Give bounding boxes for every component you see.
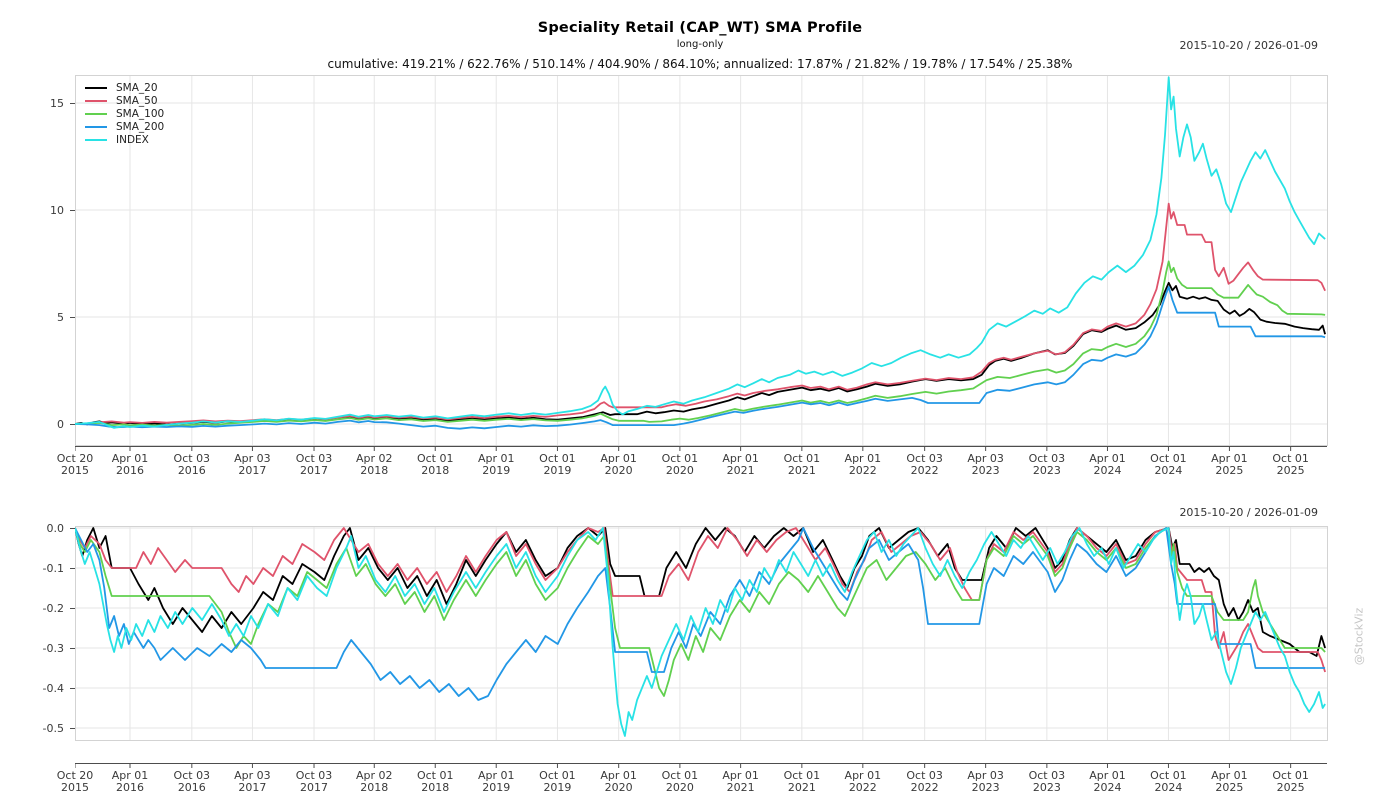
drawdown-chart — [75, 526, 1328, 741]
chart-legend: SMA_20 SMA_50 SMA_100 SMA_200 INDEX — [85, 81, 164, 146]
x-tick-label: Apr 01 2016 — [111, 452, 149, 477]
series-line-INDEX — [75, 76, 1326, 429]
x-tick-label: Oct 03 2023 — [1028, 769, 1066, 794]
legend-item-INDEX: INDEX — [85, 133, 164, 146]
x-tick-label: Apr 02 2018 — [356, 769, 393, 794]
x-tick-label: Oct 03 2022 — [906, 769, 943, 794]
x-tick-label: Oct 01 2020 — [661, 769, 699, 794]
x-tick-label: Oct 01 2021 — [783, 769, 821, 794]
y-tick-mark — [70, 648, 75, 649]
x-tick-label: Apr 01 2020 — [600, 452, 637, 477]
x-tick-label: Apr 01 2022 — [844, 769, 882, 794]
x-tick-label: Oct 01 2018 — [416, 769, 454, 794]
series-line-INDEX — [75, 527, 1326, 737]
legend-line-swatch — [85, 99, 107, 102]
x-tick-label: Apr 01 2021 — [722, 769, 759, 794]
y-tick-label: 10 — [50, 204, 64, 217]
y-tick-label: -0.3 — [42, 642, 64, 655]
legend-label: SMA_20 — [116, 81, 158, 94]
x-tick-label: Oct 01 2020 — [661, 452, 699, 477]
x-tick-label: Apr 01 2016 — [111, 769, 149, 794]
legend-line-swatch — [85, 125, 107, 128]
series-line-SMA_100 — [75, 260, 1326, 427]
y-tick-label: 0 — [57, 418, 64, 431]
legend-line-swatch — [85, 112, 107, 115]
performance-stats: cumulative: 419.21% / 622.76% / 510.14% … — [327, 57, 1073, 71]
y-tick-label: 15 — [50, 97, 64, 110]
page-title: Speciality Retail (CAP_WT) SMA Profile — [537, 20, 863, 36]
x-tick-label: Oct 03 2023 — [1028, 452, 1066, 477]
series-line-SMA_50 — [75, 527, 1326, 673]
x-tick-label: Oct 03 2016 — [173, 769, 211, 794]
y-tick-mark — [70, 688, 75, 689]
x-tick-label: Apr 03 2023 — [967, 452, 1004, 477]
date-range-top: 2015-10-20 / 2026-01-09 — [1179, 39, 1318, 52]
y-tick-mark — [70, 728, 75, 729]
legend-label: SMA_100 — [116, 107, 165, 120]
legend-label: INDEX — [116, 133, 149, 146]
legend-line-swatch — [85, 138, 107, 141]
x-tick-label: Apr 01 2024 — [1089, 452, 1126, 477]
y-tick-label: -0.1 — [42, 562, 64, 575]
x-tick-label: Oct 03 2016 — [173, 452, 211, 477]
y-tick-mark — [70, 528, 75, 529]
y-tick-label: -0.4 — [42, 682, 64, 695]
x-tick-label: Apr 01 2021 — [722, 452, 759, 477]
legend-item-SMA_200: SMA_200 — [85, 120, 164, 133]
stockviz-watermark: @StockViz — [1352, 607, 1366, 666]
y-tick-label: 5 — [57, 311, 64, 324]
x-tick-label: Oct 01 2021 — [783, 452, 821, 477]
legend-item-SMA_20: SMA_20 — [85, 81, 164, 94]
y-tick-label: 0.0 — [46, 522, 65, 535]
x-tick-label: Oct 03 2017 — [295, 452, 333, 477]
series-line-SMA_200 — [75, 286, 1326, 430]
x-tick-label: Apr 03 2017 — [234, 452, 271, 477]
legend-label: SMA_200 — [116, 120, 165, 133]
x-tick-label: Apr 01 2025 — [1211, 452, 1248, 477]
y-tick-mark — [70, 568, 75, 569]
date-range-bottom: 2015-10-20 / 2026-01-09 — [1179, 506, 1318, 519]
x-tick-label: Oct 01 2018 — [416, 452, 454, 477]
x-tick-label: Apr 01 2019 — [477, 769, 515, 794]
plot-border — [75, 526, 1328, 741]
y-tick-label: -0.2 — [42, 602, 64, 615]
cumulative-return-chart — [75, 75, 1328, 446]
legend-label: SMA_50 — [116, 94, 158, 107]
plot-border — [75, 75, 1328, 446]
y-tick-mark — [70, 210, 75, 211]
chart-subtitle: long-only — [676, 39, 724, 50]
x-tick-label: Apr 03 2017 — [234, 769, 271, 794]
y-tick-mark — [70, 317, 75, 318]
x-tick-label: Oct 20 2015 — [56, 769, 94, 794]
series-line-SMA_20 — [75, 527, 1326, 657]
cumulative-x-axis — [75, 446, 1327, 451]
y-tick-mark — [70, 608, 75, 609]
x-tick-label: Oct 01 2019 — [539, 452, 576, 477]
x-tick-label: Apr 01 2020 — [600, 769, 637, 794]
y-tick-label: -0.5 — [42, 722, 64, 735]
y-tick-mark — [70, 424, 75, 425]
x-tick-label: Oct 01 2024 — [1150, 452, 1187, 477]
x-tick-label: Oct 01 2019 — [539, 769, 576, 794]
x-tick-label: Apr 01 2022 — [844, 452, 882, 477]
x-tick-label: Oct 20 2015 — [56, 452, 94, 477]
legend-line-swatch — [85, 86, 107, 89]
x-tick-label: Apr 01 2024 — [1089, 769, 1126, 794]
x-tick-label: Apr 01 2019 — [477, 452, 515, 477]
legend-item-SMA_100: SMA_100 — [85, 107, 164, 120]
x-tick-label: Apr 01 2025 — [1211, 769, 1248, 794]
y-tick-mark — [70, 103, 75, 104]
x-tick-label: Oct 01 2025 — [1272, 452, 1309, 477]
x-tick-label: Oct 03 2017 — [295, 769, 333, 794]
x-tick-label: Apr 03 2023 — [967, 769, 1004, 794]
x-tick-label: Oct 03 2022 — [906, 452, 943, 477]
x-tick-label: Oct 01 2024 — [1150, 769, 1187, 794]
series-line-SMA_50 — [75, 202, 1326, 425]
drawdown-x-axis — [75, 763, 1327, 768]
legend-item-SMA_50: SMA_50 — [85, 94, 164, 107]
x-tick-label: Apr 02 2018 — [356, 452, 393, 477]
x-tick-label: Oct 01 2025 — [1272, 769, 1309, 794]
series-line-SMA_200 — [75, 527, 1326, 701]
